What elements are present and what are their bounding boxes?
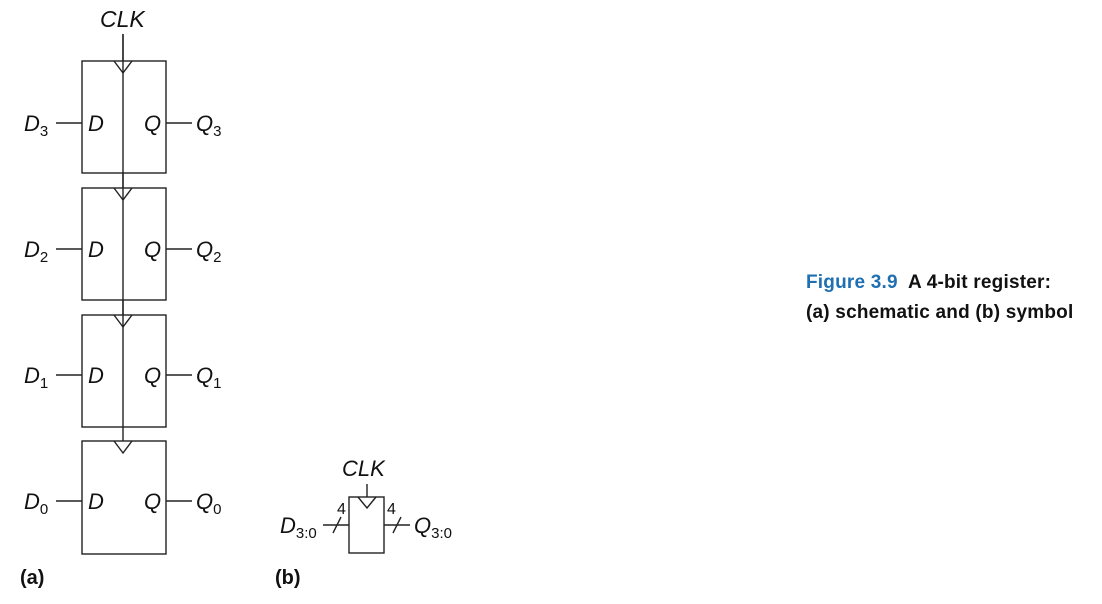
figure-caption: Figure 3.9 A 4-bit register: (a) schemat… (806, 268, 1096, 328)
symbol-b: CLK 4 4 D3:0 Q3:0 (b) (275, 456, 452, 589)
ff1-output: Q1 (196, 363, 221, 392)
ff3-output: Q3 (196, 111, 221, 140)
symbol-input: D3:0 (280, 513, 317, 542)
ff3-d-port: D (88, 111, 104, 136)
flipflop-1: D Q D1 Q1 (24, 300, 221, 428)
ff0-input: D0 (24, 489, 48, 518)
ff2-q-port: Q (144, 237, 161, 262)
caption-line-2: (a) schematic and (b) symbol (806, 302, 1074, 323)
ff2-output: Q2 (196, 237, 221, 266)
panel-label-a: (a) (20, 567, 44, 589)
ff1-input: D1 (24, 363, 48, 392)
bus-width-in: 4 (337, 501, 346, 518)
ff3-q-port: Q (144, 111, 161, 136)
ff0-output: Q0 (196, 489, 221, 518)
ff1-q-port: Q (144, 363, 161, 388)
panel-label-b: (b) (275, 567, 301, 589)
caption-title: A 4-bit register: (908, 272, 1052, 293)
flipflop-2: D Q D2 Q2 (24, 173, 221, 301)
bus-width-out: 4 (387, 501, 396, 518)
symbol-register-box (348, 496, 385, 554)
flipflop-3: D Q D3 Q3 (24, 34, 221, 174)
ff3-input: D3 (24, 111, 48, 140)
flipflop-0: D Q D0 Q0 (24, 440, 221, 555)
clock-label: CLK (100, 6, 146, 32)
symbol-output: Q3:0 (414, 513, 452, 542)
ff2-d-port: D (88, 237, 104, 262)
caption-line-1: Figure 3.9 A 4-bit register: (806, 268, 1096, 298)
caption-figure-number: Figure 3.9 (806, 272, 898, 293)
ff2-input: D2 (24, 237, 48, 266)
ff0-d-port: D (88, 489, 104, 514)
ff1-d-port: D (88, 363, 104, 388)
ff0-q-port: Q (144, 489, 161, 514)
symbol-clock-label: CLK (342, 456, 386, 481)
schematic-a: CLK D Q D3 Q3 D Q D2 Q2 (20, 6, 221, 589)
